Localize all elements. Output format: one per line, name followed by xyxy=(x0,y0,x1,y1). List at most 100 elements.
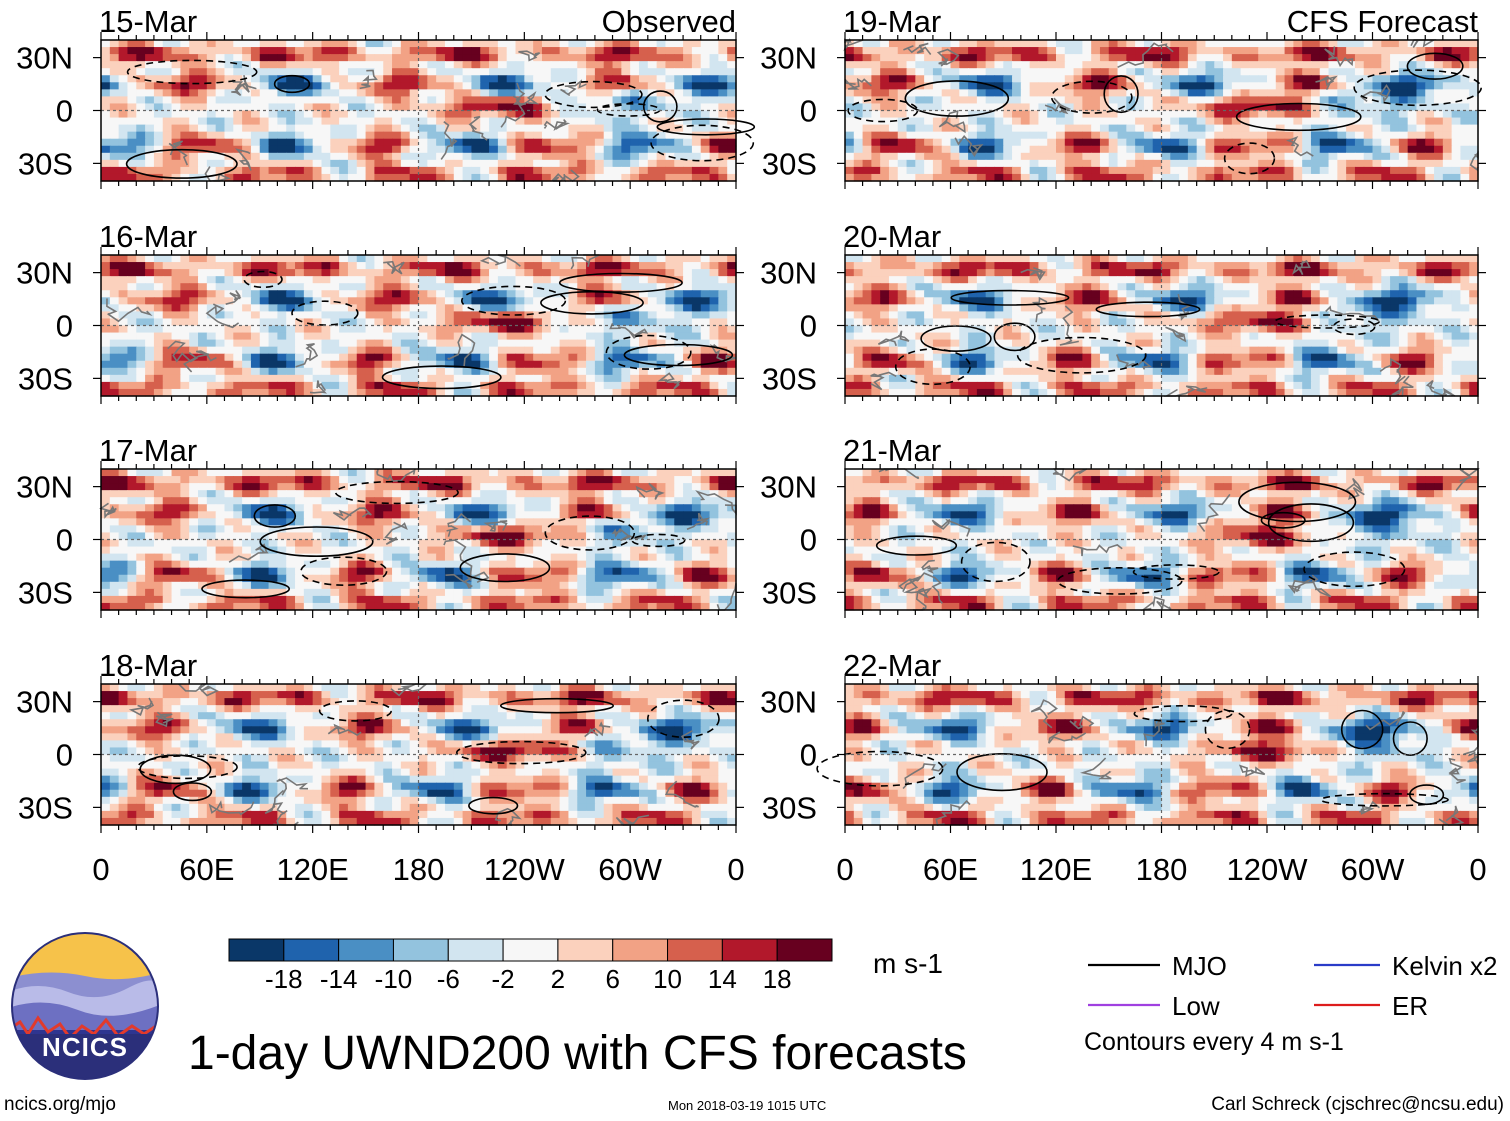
coastline xyxy=(295,343,319,368)
heatmap-cell xyxy=(462,532,473,541)
heatmap-cell xyxy=(347,297,358,305)
heatmap-cell xyxy=(541,332,552,341)
heatmap-cell xyxy=(506,588,517,597)
heatmap-cell xyxy=(321,145,331,154)
heatmap-cell xyxy=(665,166,675,175)
heatmap-cell xyxy=(559,255,570,263)
heatmap-cell xyxy=(109,103,120,112)
heatmap-cell xyxy=(506,276,517,284)
heatmap-cell xyxy=(612,511,622,519)
heatmap-cell xyxy=(136,138,146,147)
heatmap-cell xyxy=(215,511,226,519)
heatmap-cell xyxy=(436,54,446,62)
heatmap-cell xyxy=(198,54,208,62)
heatmap-cell xyxy=(515,497,525,505)
heatmap-cell xyxy=(683,75,693,83)
heatmap-cell xyxy=(471,82,481,90)
heatmap-cell xyxy=(577,283,587,291)
heatmap-cell xyxy=(250,476,261,484)
heatmap-cell xyxy=(153,138,164,147)
heatmap-cell xyxy=(400,691,411,699)
heatmap-cell xyxy=(250,89,261,97)
heatmap-cell xyxy=(586,54,596,62)
heatmap-cell xyxy=(145,290,155,298)
heatmap-cell xyxy=(480,367,490,376)
heatmap-cell xyxy=(586,283,596,291)
heatmap-cell xyxy=(630,262,640,270)
heatmap-cell xyxy=(321,469,331,477)
heatmap-cell xyxy=(444,117,455,126)
heatmap-cell xyxy=(162,124,173,133)
heatmap-cell xyxy=(250,54,261,62)
heatmap-cell xyxy=(259,290,270,298)
heatmap-cell xyxy=(242,360,252,369)
heatmap-cell xyxy=(259,581,270,590)
heatmap-cell xyxy=(541,318,552,327)
heatmap-cell xyxy=(594,602,605,611)
heatmap-cell xyxy=(550,96,561,105)
heatmap-cell xyxy=(118,117,129,126)
heatmap-cell xyxy=(533,339,543,348)
heatmap-cell xyxy=(356,532,367,541)
heatmap-cell xyxy=(550,483,561,491)
heatmap-cell xyxy=(603,339,614,348)
heatmap-cell xyxy=(594,269,605,277)
heatmap-cell xyxy=(339,353,349,362)
heatmap-cell xyxy=(162,332,173,341)
heatmap-cell xyxy=(365,269,375,277)
heatmap-cell xyxy=(586,297,596,305)
heatmap-cell xyxy=(709,145,719,154)
coastline xyxy=(376,468,416,482)
heatmap-cell xyxy=(630,684,640,692)
heatmap-cell xyxy=(250,367,261,376)
heatmap-cell xyxy=(153,131,164,140)
heatmap-cell xyxy=(489,96,499,105)
heatmap-cell xyxy=(303,311,314,320)
heatmap-cell xyxy=(145,152,155,161)
heatmap-cell xyxy=(612,346,622,355)
heatmap-cell xyxy=(409,47,420,55)
heatmap-cell xyxy=(330,374,340,383)
heatmap-cell xyxy=(524,332,534,341)
heatmap-cell xyxy=(594,546,605,555)
heatmap-cell xyxy=(727,532,737,541)
heatmap-cell xyxy=(206,117,217,126)
heatmap-cell xyxy=(691,173,702,182)
heatmap-cell xyxy=(206,483,217,491)
heatmap-cell xyxy=(541,553,552,562)
heatmap-cell xyxy=(515,574,525,583)
heatmap-cell xyxy=(303,290,314,298)
heatmap-cell xyxy=(162,311,173,320)
heatmap-cell xyxy=(312,117,323,126)
heatmap-cell xyxy=(259,712,270,720)
heatmap-cell xyxy=(453,304,464,312)
heatmap-cell xyxy=(162,381,173,390)
heatmap-cell xyxy=(718,68,728,76)
heatmap-cell xyxy=(497,311,508,320)
heatmap-cell xyxy=(444,325,455,334)
heatmap-cell xyxy=(136,304,146,312)
heatmap-cell xyxy=(594,131,605,140)
heatmap-cell xyxy=(638,595,649,604)
heatmap-cell xyxy=(250,684,261,692)
heatmap-cell xyxy=(718,40,728,48)
heatmap-cell xyxy=(489,469,499,477)
heatmap-cell xyxy=(718,602,728,611)
heatmap-cell xyxy=(347,82,358,90)
heatmap-cell xyxy=(118,525,129,534)
heatmap-cell xyxy=(374,54,384,62)
heatmap-cell xyxy=(568,525,578,534)
heatmap-cell xyxy=(321,497,331,505)
heatmap-cell xyxy=(497,360,508,369)
heatmap-cell xyxy=(136,691,146,699)
heatmap-cell xyxy=(233,504,243,512)
heatmap-cell xyxy=(215,553,226,562)
heatmap-cell xyxy=(489,89,499,97)
heatmap-cell xyxy=(586,490,596,498)
heatmap-cell xyxy=(683,553,693,562)
heatmap-cell xyxy=(162,518,173,526)
heatmap-cell xyxy=(277,131,287,140)
heatmap-cell xyxy=(683,581,693,590)
heatmap-cell xyxy=(259,110,270,119)
